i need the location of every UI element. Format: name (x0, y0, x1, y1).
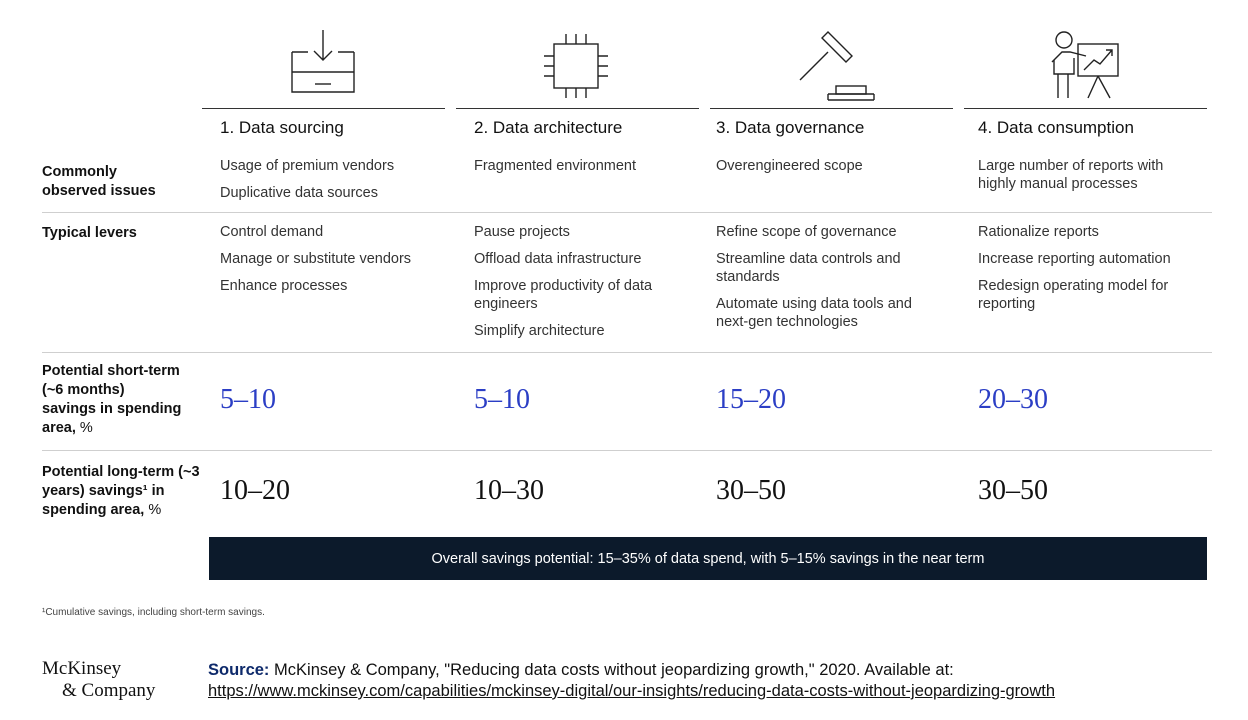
long-term-label-text: Potential long-term (~3 years) savings¹ … (42, 464, 200, 518)
issues-cell: Usage of premium vendors Duplicative dat… (220, 157, 445, 211)
short-term-label-unit: % (79, 420, 93, 436)
source-citation: Source: McKinsey & Company, "Reducing da… (208, 660, 1055, 702)
row-label-levers: Typical levers (42, 225, 137, 241)
inbox-download-icon (278, 22, 368, 104)
short-term-value: 5–10 (474, 384, 530, 415)
row-divider (42, 352, 1212, 353)
issue-item: Usage of premium vendors (220, 158, 395, 174)
lever-item: Simplify architecture (474, 323, 605, 339)
presenter-chart-icon (1040, 22, 1130, 104)
lever-item: Streamline data controls and standards (716, 251, 901, 285)
mckinsey-logo: McKinsey & Company (42, 658, 155, 702)
lever-item: Refine scope of governance (716, 224, 897, 240)
long-term-value: 10–30 (474, 475, 544, 506)
column-rule (456, 108, 699, 109)
lever-item: Automate using data tools and next-gen t… (716, 296, 912, 330)
row-label-short-term: Potential short-term (~6 months) savings… (42, 362, 182, 438)
column-title-data-sourcing: 1. Data sourcing (220, 118, 344, 137)
source-text: McKinsey & Company, "Reducing data costs… (269, 661, 954, 679)
lever-item: Redesign operating model for reporting (978, 278, 1169, 312)
logo-line-2: & Company (62, 680, 156, 701)
gavel-icon (786, 22, 876, 104)
row-divider (42, 212, 1212, 213)
overall-savings-banner: Overall savings potential: 15–35% of dat… (209, 537, 1207, 580)
column-title-data-consumption: 4. Data consumption (978, 118, 1134, 137)
levers-cell: Control demand Manage or substitute vend… (220, 223, 448, 304)
issue-item: Duplicative data sources (220, 185, 378, 201)
source-link[interactable]: https://www.mckinsey.com/capabilities/mc… (208, 682, 1056, 700)
lever-item: Enhance processes (220, 278, 348, 294)
issues-cell: Overengineered scope (716, 157, 941, 184)
long-term-value: 30–50 (716, 475, 786, 506)
logo-line-1: McKinsey (42, 658, 122, 679)
long-term-value: 30–50 (978, 475, 1048, 506)
column-rule (202, 108, 445, 109)
short-term-value: 20–30 (978, 384, 1048, 415)
issues-cell: Large number of reports with highly manu… (978, 157, 1203, 202)
long-term-label-unit: % (148, 502, 162, 518)
issues-cell: Fragmented environment (474, 157, 689, 184)
levers-cell: Rationalize reports Increase reporting a… (978, 223, 1208, 322)
chip-icon (532, 22, 622, 104)
row-divider (42, 450, 1212, 451)
lever-item: Rationalize reports (978, 224, 1099, 240)
row-label-issues: Commonly observed issues (42, 164, 156, 199)
column-title-data-architecture: 2. Data architecture (474, 118, 623, 137)
lever-item: Manage or substitute vendors (220, 251, 412, 267)
short-term-label-text: Potential short-term (~6 months) savings… (42, 363, 182, 436)
column-rule (710, 108, 953, 109)
issue-item: Fragmented environment (474, 158, 636, 174)
short-term-value: 15–20 (716, 384, 786, 415)
short-term-value: 5–10 (220, 384, 276, 415)
lever-item: Increase reporting automation (978, 251, 1171, 267)
issue-item: Overengineered scope (716, 158, 863, 174)
lever-item: Improve productivity of data engineers (474, 278, 653, 312)
lever-item: Control demand (220, 224, 324, 240)
lever-item: Pause projects (474, 224, 570, 240)
levers-cell: Pause projects Offload data infrastructu… (474, 223, 689, 349)
long-term-value: 10–20 (220, 475, 290, 506)
source-label: Source: (208, 661, 270, 679)
column-title-data-governance: 3. Data governance (716, 118, 865, 137)
lever-item: Offload data infrastructure (474, 251, 642, 267)
levers-cell: Refine scope of governance Streamline da… (716, 223, 934, 340)
row-label-long-term: Potential long-term (~3 years) savings¹ … (42, 463, 202, 520)
footnote: ¹Cumulative savings, including short-ter… (42, 607, 265, 618)
column-rule (964, 108, 1207, 109)
issue-item: Large number of reports with highly manu… (978, 158, 1164, 192)
